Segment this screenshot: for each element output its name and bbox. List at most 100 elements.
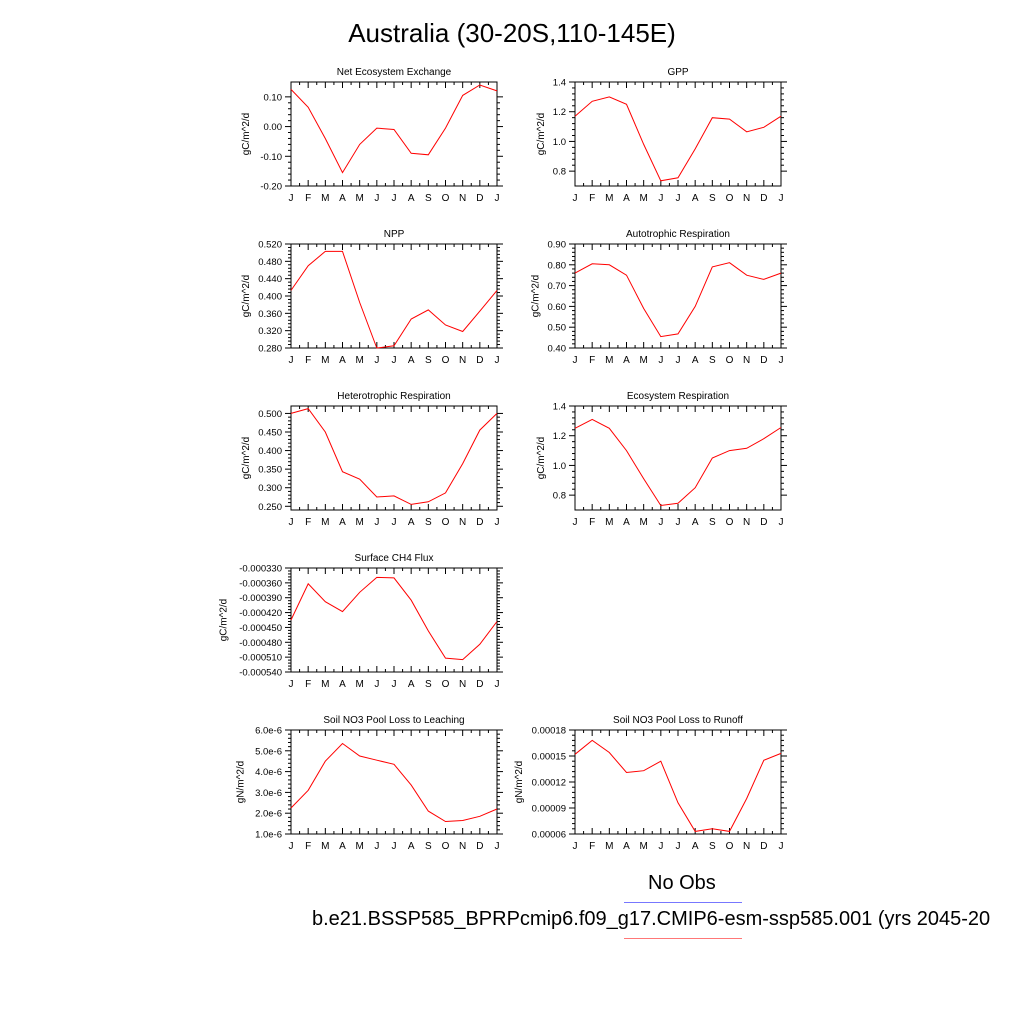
y-tick-label: 0.00009 [532, 804, 566, 815]
y-tick-label: 1.0e-6 [255, 830, 282, 841]
x-tick-label: J [374, 517, 379, 528]
x-tick-label: O [726, 841, 734, 852]
y-axis-label: gC/m^2/d [241, 113, 252, 156]
x-tick-label: J [374, 193, 379, 204]
y-tick-label: 0.300 [258, 483, 282, 494]
plot-frame [290, 243, 498, 349]
y-axis-label: gC/m^2/d [531, 275, 542, 318]
x-tick-label: J [495, 355, 500, 366]
y-tick-label: 6.0e-6 [255, 726, 282, 737]
x-tick-label: M [321, 841, 329, 852]
x-tick-label: M [605, 841, 613, 852]
chart-title: Surface CH4 Flux [355, 553, 434, 564]
chart-title: Autotrophic Respiration [626, 229, 730, 240]
x-tick-label: N [459, 355, 466, 366]
y-tick-label: -0.000480 [239, 638, 282, 649]
x-tick-label: M [355, 517, 363, 528]
x-tick-label: M [639, 193, 647, 204]
x-tick-label: O [726, 355, 734, 366]
y-tick-label: 0.400 [258, 446, 282, 457]
y-tick-label: -0.20 [260, 182, 282, 193]
x-tick-label: S [709, 193, 716, 204]
plot-frame [574, 243, 782, 349]
x-tick-label: S [709, 355, 716, 366]
series-line [574, 96, 782, 182]
chart-title: NPP [384, 229, 405, 240]
x-tick-label: A [339, 517, 346, 528]
x-tick-label: J [289, 679, 294, 690]
x-tick-label: J [374, 841, 379, 852]
y-tick-label: 1.4 [553, 402, 566, 413]
x-tick-label: M [605, 355, 613, 366]
x-tick-label: M [639, 517, 647, 528]
y-tick-label: 0.70 [548, 281, 567, 292]
series-line [290, 408, 498, 505]
y-axis-label: gN/m^2/d [514, 761, 525, 804]
x-tick-label: A [408, 355, 415, 366]
x-tick-label: N [743, 193, 750, 204]
x-tick-label: M [639, 355, 647, 366]
chart-title: GPP [667, 67, 688, 78]
chart-title: Net Ecosystem Exchange [337, 67, 452, 78]
series-line [574, 739, 782, 832]
x-tick-label: J [573, 193, 578, 204]
x-tick-label: J [779, 517, 784, 528]
x-tick-label: J [392, 841, 397, 852]
x-tick-label: O [726, 193, 734, 204]
x-tick-label: J [779, 355, 784, 366]
x-tick-label: J [573, 355, 578, 366]
x-tick-label: J [392, 517, 397, 528]
x-tick-label: J [573, 841, 578, 852]
x-tick-label: J [676, 355, 681, 366]
x-tick-label: N [459, 517, 466, 528]
x-tick-label: J [779, 193, 784, 204]
series-line [574, 262, 782, 338]
x-tick-label: J [573, 517, 578, 528]
y-tick-label: 0.520 [258, 240, 282, 251]
y-tick-label: 4.0e-6 [255, 767, 282, 778]
y-tick-label: 0.350 [258, 465, 282, 476]
y-tick-label: 0.00 [264, 122, 283, 133]
x-tick-label: O [442, 355, 450, 366]
x-tick-label: D [476, 679, 483, 690]
x-tick-label: J [392, 193, 397, 204]
x-tick-label: J [289, 355, 294, 366]
y-tick-label: -0.000420 [239, 608, 282, 619]
y-tick-label: 0.80 [548, 260, 567, 271]
legend-obs-label: No Obs [648, 872, 716, 894]
x-tick-label: J [374, 355, 379, 366]
x-tick-label: N [743, 517, 750, 528]
x-tick-label: J [289, 517, 294, 528]
x-tick-label: D [760, 517, 767, 528]
y-tick-label: 0.320 [258, 326, 282, 337]
x-tick-label: A [623, 841, 630, 852]
x-tick-label: S [425, 841, 432, 852]
page-title: Australia (30-20S,110-145E) [348, 18, 676, 48]
series-line [574, 418, 782, 507]
x-tick-label: N [743, 355, 750, 366]
y-tick-label: -0.000390 [239, 593, 282, 604]
x-tick-label: M [605, 517, 613, 528]
x-tick-label: F [305, 355, 311, 366]
x-tick-label: A [408, 679, 415, 690]
x-tick-label: F [589, 355, 595, 366]
x-tick-label: A [339, 841, 346, 852]
x-tick-label: D [760, 355, 767, 366]
y-tick-label: 0.00018 [532, 726, 566, 737]
x-tick-label: J [658, 355, 663, 366]
plot-frame [290, 81, 498, 187]
y-tick-label: 0.00006 [532, 830, 566, 841]
x-tick-label: A [692, 517, 699, 528]
x-tick-label: N [743, 841, 750, 852]
x-tick-label: A [623, 193, 630, 204]
y-tick-label: 0.440 [258, 274, 282, 285]
x-tick-label: M [321, 679, 329, 690]
y-tick-label: 0.10 [264, 92, 283, 103]
x-tick-label: A [339, 679, 346, 690]
x-tick-label: O [442, 193, 450, 204]
